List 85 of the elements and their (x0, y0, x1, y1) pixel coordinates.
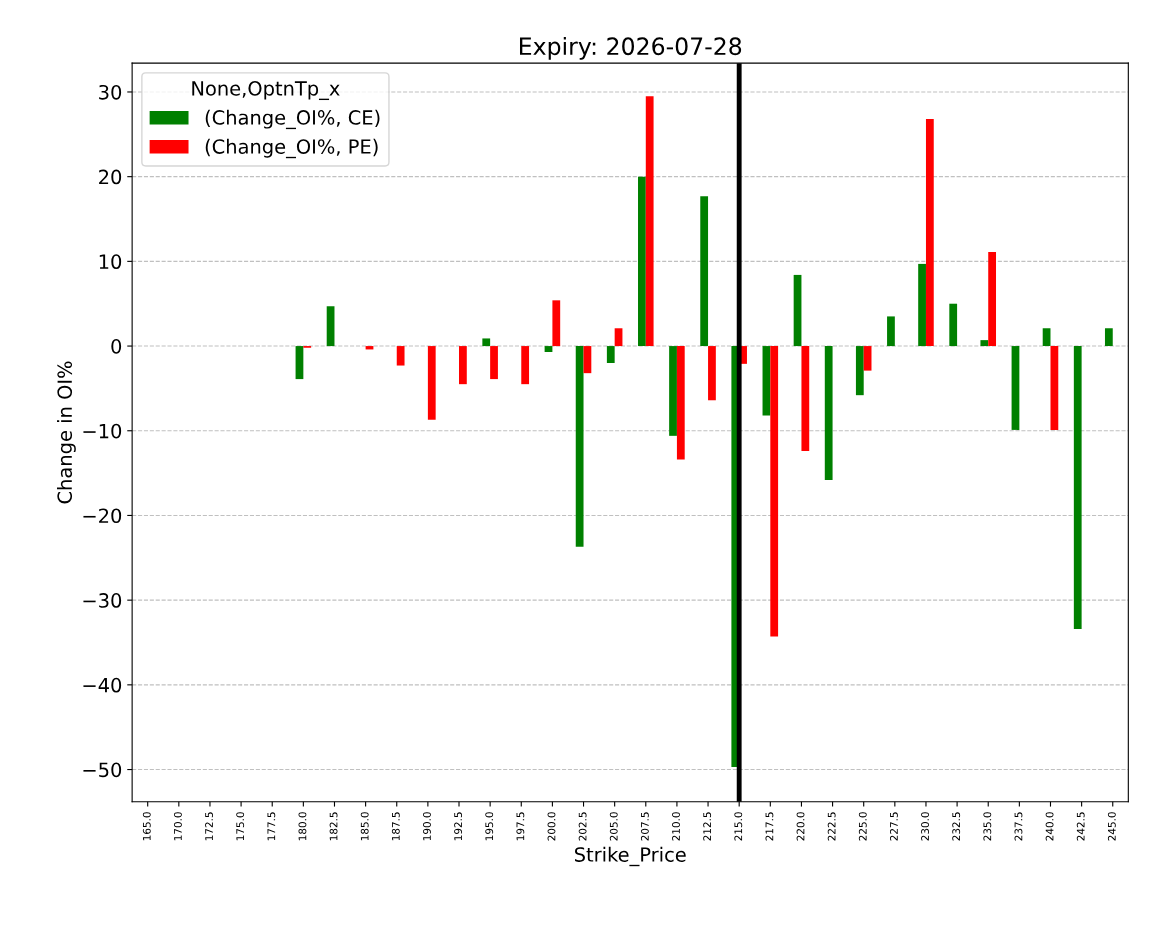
x-tick-label: 217.5 (765, 812, 774, 841)
bar (482, 338, 491, 347)
y-tick-label: 10 (99, 254, 122, 270)
y-tick-label: −20 (83, 508, 122, 524)
x-tick-label: 245.0 (1107, 812, 1116, 841)
x-tick-label: 180.0 (298, 812, 307, 841)
y-tick-label: −30 (83, 593, 122, 608)
bar (669, 346, 677, 436)
bar (863, 346, 872, 371)
x-tick-label: 240.0 (1045, 812, 1054, 841)
x-tick-label: 225.0 (858, 812, 867, 841)
x-tick-label: 230.0 (921, 812, 929, 841)
x-tick-label: 200.0 (547, 812, 556, 841)
bar (925, 119, 934, 347)
bar (544, 346, 553, 352)
bar (887, 316, 895, 347)
x-tick-label: 205.0 (609, 812, 618, 841)
bar (459, 346, 467, 385)
x-tick-label: 222.5 (827, 812, 836, 841)
bar (490, 346, 498, 380)
bar (1050, 346, 1059, 430)
bar (801, 346, 810, 452)
bar (396, 346, 405, 366)
x-tick-label: 197.5 (516, 812, 525, 841)
x-tick-label: 182.5 (329, 812, 338, 841)
bar (645, 96, 654, 347)
bar (855, 346, 864, 396)
bar (793, 274, 802, 347)
bar (700, 196, 709, 347)
x-tick-label: 187.5 (391, 812, 400, 841)
legend-label: (Change_OI%, PE) (205, 138, 378, 159)
bar (583, 346, 592, 374)
bar (988, 252, 997, 347)
bar (980, 340, 989, 347)
legend-label: (Change_OI%, CE) (205, 109, 380, 130)
bar (918, 263, 926, 347)
y-tick-label: −50 (83, 762, 122, 778)
x-tick-label: 242.5 (1076, 812, 1085, 841)
x-tick-label: 212.5 (703, 812, 712, 841)
x-tick-label: 215.0 (734, 812, 743, 841)
bar (770, 346, 779, 637)
bar (326, 306, 335, 347)
bar (614, 328, 623, 347)
x-tick-label: 207.5 (640, 812, 649, 841)
x-tick-label: 235.0 (983, 812, 992, 841)
bar (295, 346, 304, 380)
bar (606, 346, 615, 363)
x-tick-label: 202.5 (578, 812, 587, 841)
x-tick-label: 237.5 (1014, 812, 1023, 841)
x-axis-title: Strike_Price (574, 846, 686, 867)
y-axis-title: Change in OI% (57, 361, 76, 504)
y-tick-label: −10 (83, 423, 122, 439)
x-tick-label: 195.0 (485, 812, 494, 841)
y-tick-label: −40 (83, 677, 122, 693)
bar (1042, 328, 1051, 347)
x-tick-label: 165.0 (142, 812, 151, 841)
x-tick-label: 190.0 (423, 812, 431, 841)
bar (521, 346, 530, 385)
chart-title: Expiry: 2026-07-28 (520, 36, 742, 60)
y-tick-label: 0 (111, 339, 122, 354)
bar (708, 346, 716, 401)
bar (638, 176, 646, 347)
x-tick-label: 192.5 (454, 812, 463, 841)
x-tick-label: 210.0 (672, 812, 680, 841)
x-tick-label: 177.5 (267, 812, 276, 841)
bar (676, 346, 685, 460)
bar (762, 346, 771, 416)
bar (575, 346, 584, 547)
x-tick-label: 232.5 (952, 812, 961, 841)
legend-title: None,OptnTp_x (192, 81, 340, 101)
x-tick-label: 172.5 (205, 812, 213, 841)
bar (1073, 346, 1082, 629)
bar (949, 303, 958, 347)
x-tick-label: 170.0 (173, 812, 182, 841)
bar (1104, 328, 1113, 347)
x-tick-label: 220.0 (796, 812, 805, 841)
bar (427, 346, 436, 420)
bar (1011, 346, 1020, 430)
x-tick-label: 185.0 (360, 812, 369, 841)
x-tick-label: 227.5 (889, 812, 898, 841)
y-tick-label: 30 (99, 84, 122, 100)
y-tick-label: 20 (99, 169, 122, 185)
x-tick-label: 175.0 (236, 812, 245, 841)
bar (552, 300, 561, 347)
bar (824, 346, 833, 480)
